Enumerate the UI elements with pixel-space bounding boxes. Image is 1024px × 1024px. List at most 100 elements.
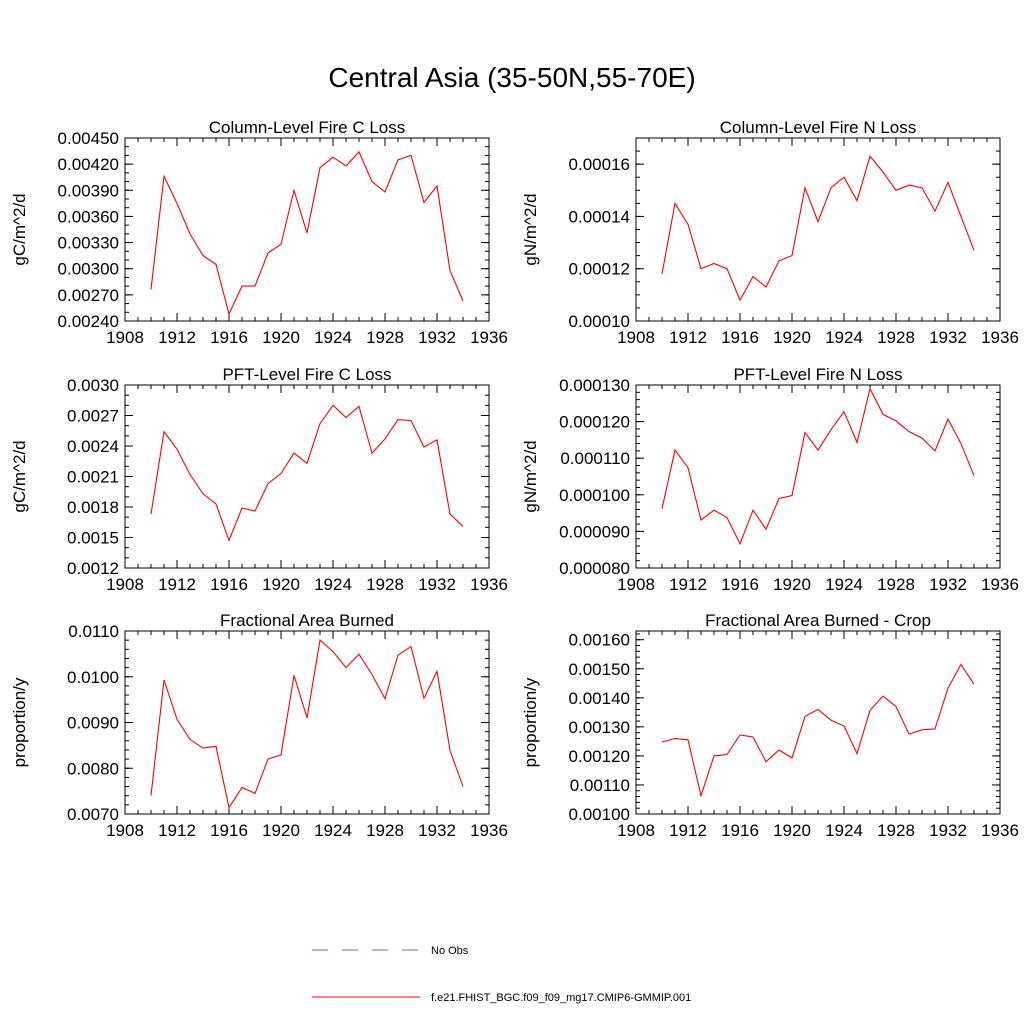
x-tick-label: 1912 <box>158 575 196 594</box>
y-tick-label: 0.000130 <box>559 376 630 395</box>
y-tick-label: 0.00160 <box>569 631 630 650</box>
chart-panel: PFT-Level Fire N Loss gN/m^2/d 1908 1912 191… <box>521 365 1019 594</box>
legend-label: f.e21.FHIST_BGC.f09_f09_mg17.CMIP6-GMMIP… <box>431 992 691 1004</box>
y-axis-label: gC/m^2/d <box>10 440 29 512</box>
y-tick-label: 0.0015 <box>67 529 119 548</box>
y-tick-label: 0.00420 <box>58 155 119 174</box>
chart-panel: Fractional Area Burned proportion/y 1908 19… <box>10 611 508 840</box>
x-tick-label: 1912 <box>158 821 196 840</box>
chart-title: Column-Level Fire N Loss <box>720 118 917 137</box>
x-tick-label: 1932 <box>418 328 456 347</box>
plot-frame <box>635 137 1001 322</box>
y-tick-label: 0.0027 <box>67 407 119 426</box>
x-tick-label: 1920 <box>773 821 811 840</box>
series-line <box>661 155 975 302</box>
x-tick-label: 1924 <box>825 821 863 840</box>
y-tick-label: 0.0024 <box>67 437 119 456</box>
y-tick-label: 0.00120 <box>569 747 630 766</box>
page-title: Central Asia (35-50N,55-70E) <box>328 62 696 93</box>
series-line <box>661 387 975 546</box>
x-tick-label: 1928 <box>877 328 915 347</box>
y-tick-label: 0.0090 <box>67 714 119 733</box>
plot-frame <box>124 137 490 322</box>
y-tick-label: 0.00010 <box>569 312 630 331</box>
y-tick-label: 0.0080 <box>67 759 119 778</box>
x-tick-label: 1916 <box>721 328 759 347</box>
x-tick-label: 1908 <box>617 575 655 594</box>
x-tick-label: 1928 <box>366 328 404 347</box>
plot-frame <box>124 384 490 569</box>
x-tick-label: 1920 <box>262 328 300 347</box>
y-tick-label: 0.0030 <box>67 376 119 395</box>
x-tick-label: 1936 <box>470 575 508 594</box>
x-tick-label: 1924 <box>314 575 352 594</box>
x-tick-label: 1912 <box>669 328 707 347</box>
y-axis-label: gN/m^2/d <box>521 440 540 512</box>
y-tick-label: 0.0110 <box>68 622 119 641</box>
x-tick-label: 1924 <box>825 575 863 594</box>
x-tick-label: 1928 <box>366 821 404 840</box>
y-tick-label: 0.00270 <box>58 286 119 305</box>
y-tick-label: 0.0012 <box>67 559 119 578</box>
y-tick-label: 0.00300 <box>58 260 119 279</box>
x-tick-label: 1920 <box>773 328 811 347</box>
y-tick-label: 0.00110 <box>570 776 630 795</box>
x-tick-label: 1932 <box>929 575 967 594</box>
legend-label: No Obs <box>431 945 469 957</box>
x-tick-label: 1908 <box>617 821 655 840</box>
chart-title: Fractional Area Burned <box>220 611 394 630</box>
y-tick-label: 0.00130 <box>569 718 630 737</box>
x-tick-label: 1928 <box>877 575 915 594</box>
x-tick-label: 1924 <box>314 821 352 840</box>
x-tick-label: 1932 <box>418 575 456 594</box>
x-tick-label: 1920 <box>262 821 300 840</box>
series-line <box>661 663 975 798</box>
series-line <box>150 639 464 810</box>
y-axis-label: proportion/y <box>521 677 540 767</box>
x-tick-label: 1916 <box>721 821 759 840</box>
y-tick-label: 0.00450 <box>58 129 119 148</box>
y-tick-label: 0.00140 <box>569 689 630 708</box>
plot-frame <box>635 630 1001 815</box>
y-tick-label: 0.00240 <box>58 312 119 331</box>
legend: No Obs f.e21.FHIST_BGC.f09_f09_mg17.CMIP6… <box>312 945 691 1004</box>
x-tick-label: 1932 <box>929 328 967 347</box>
chart-panel: Fractional Area Burned - Crop proportion/… <box>521 611 1019 840</box>
x-tick-label: 1936 <box>981 575 1019 594</box>
y-tick-label: 0.000090 <box>559 522 630 541</box>
x-tick-label: 1912 <box>669 575 707 594</box>
x-tick-label: 1920 <box>262 575 300 594</box>
x-tick-label: 1916 <box>721 575 759 594</box>
chart-title: Fractional Area Burned - Crop <box>705 611 931 630</box>
y-tick-label: 0.00014 <box>569 207 630 226</box>
x-tick-label: 1912 <box>669 821 707 840</box>
x-tick-label: 1936 <box>470 821 508 840</box>
y-tick-label: 0.00100 <box>569 805 630 824</box>
y-tick-label: 0.00390 <box>58 181 119 200</box>
x-tick-label: 1928 <box>366 575 404 594</box>
x-tick-label: 1924 <box>314 328 352 347</box>
y-tick-label: 0.000120 <box>559 413 630 432</box>
x-tick-label: 1916 <box>210 328 248 347</box>
y-tick-label: 0.0070 <box>67 805 119 824</box>
x-tick-label: 1908 <box>106 328 144 347</box>
y-tick-label: 0.000080 <box>559 559 630 578</box>
y-tick-label: 0.00016 <box>569 155 630 174</box>
x-tick-label: 1928 <box>877 821 915 840</box>
y-tick-label: 0.00012 <box>569 260 630 279</box>
y-tick-label: 0.000100 <box>559 486 630 505</box>
x-tick-label: 1920 <box>773 575 811 594</box>
chart-title: PFT-Level Fire N Loss <box>733 365 902 384</box>
y-axis-label: gN/m^2/d <box>521 193 540 265</box>
chart-panel: PFT-Level Fire C Loss gC/m^2/d 1908 1912 191… <box>10 365 508 594</box>
y-tick-label: 0.0100 <box>67 668 119 687</box>
chart-title: PFT-Level Fire C Loss <box>222 365 391 384</box>
x-tick-label: 1916 <box>210 575 248 594</box>
x-tick-label: 1932 <box>929 821 967 840</box>
x-tick-label: 1924 <box>825 328 863 347</box>
x-tick-label: 1936 <box>981 821 1019 840</box>
y-tick-label: 0.000110 <box>560 449 630 468</box>
y-axis-label: proportion/y <box>10 677 29 767</box>
series-line <box>150 404 464 543</box>
